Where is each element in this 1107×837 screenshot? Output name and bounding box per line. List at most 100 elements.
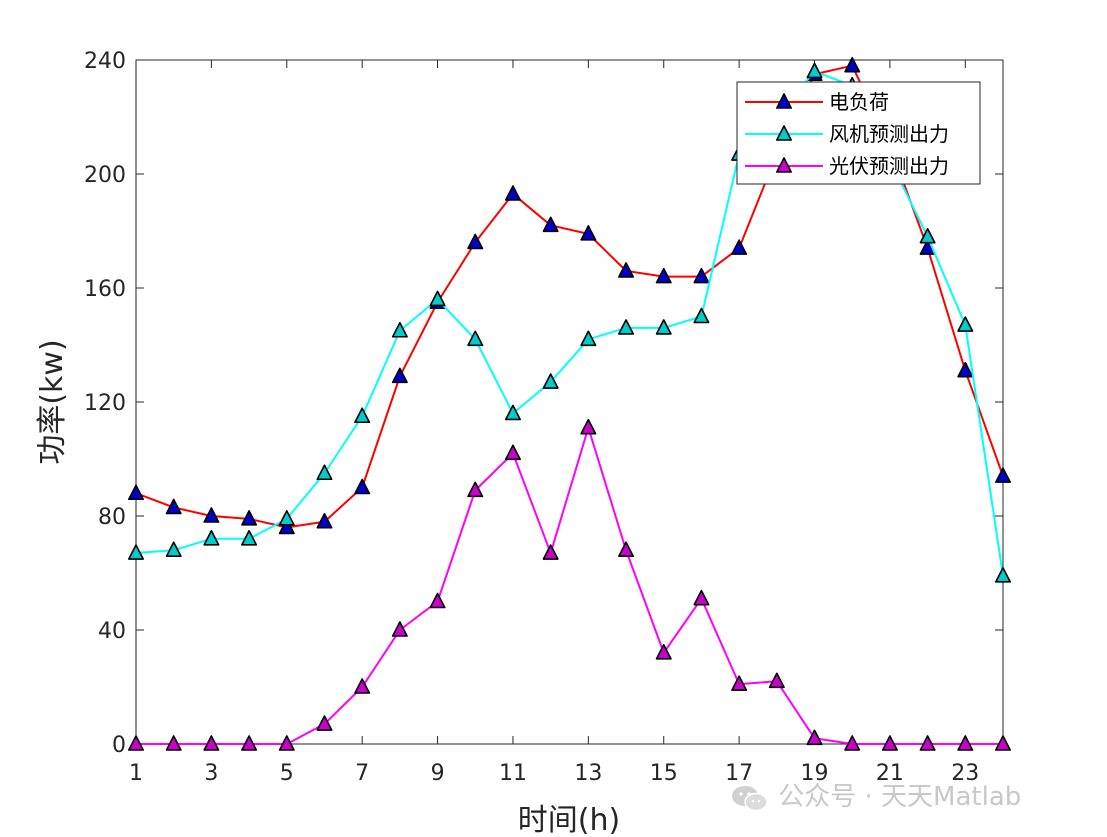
x-tick-label: 5 <box>280 761 294 786</box>
series-layer <box>128 56 1012 751</box>
data-point <box>165 498 182 515</box>
data-point <box>467 330 484 347</box>
data-point <box>128 735 144 751</box>
data-point <box>316 512 333 529</box>
data-point <box>391 367 408 384</box>
data-point <box>693 267 710 284</box>
y-tick-label: 0 <box>112 733 126 758</box>
data-point <box>203 735 220 751</box>
data-point <box>429 592 446 609</box>
data-point <box>165 541 182 558</box>
data-point <box>203 529 220 546</box>
data-point <box>429 290 446 307</box>
data-point <box>316 715 333 731</box>
data-point <box>655 643 672 660</box>
legend-label: 电负荷 <box>829 90 889 114</box>
data-point <box>618 262 635 278</box>
data-point <box>655 267 672 284</box>
series-line <box>136 426 1003 745</box>
data-point <box>391 321 408 338</box>
x-tick-label: 11 <box>499 761 527 786</box>
watermark: 公众号 · 天天Matlab <box>730 776 1021 813</box>
data-point <box>731 675 748 691</box>
x-tick-label: 23 <box>951 761 979 786</box>
data-point <box>957 735 974 751</box>
data-point <box>618 541 635 558</box>
series-1 <box>128 56 1012 535</box>
data-point <box>994 567 1012 583</box>
legend-label: 光伏预测出力 <box>829 154 949 178</box>
data-point <box>278 735 295 751</box>
data-point <box>316 464 333 481</box>
data-point <box>165 735 182 751</box>
data-point <box>203 507 220 523</box>
data-point <box>542 216 559 233</box>
data-point <box>504 185 521 201</box>
data-point <box>957 316 974 332</box>
data-point <box>957 361 974 378</box>
data-point <box>128 484 144 501</box>
data-point <box>504 444 521 461</box>
x-tick-label: 15 <box>650 761 678 786</box>
data-point <box>994 735 1012 751</box>
y-tick-label: 200 <box>84 163 126 188</box>
x-axis-title: 时间(h) <box>518 803 620 837</box>
data-point <box>391 621 408 637</box>
data-point <box>693 589 710 606</box>
data-point <box>504 404 521 421</box>
data-point <box>768 672 785 689</box>
data-point <box>241 735 258 751</box>
data-point <box>241 529 258 546</box>
x-tick-label: 21 <box>876 761 904 786</box>
y-tick-label: 120 <box>84 391 126 416</box>
series-3 <box>128 418 1012 751</box>
x-tick-label: 13 <box>574 761 602 786</box>
data-point <box>655 319 672 335</box>
data-point <box>542 544 559 560</box>
data-point <box>278 518 295 535</box>
data-point <box>806 729 823 746</box>
data-point <box>580 330 597 347</box>
watermark-text: 公众号 · 天天Matlab <box>778 782 1022 812</box>
data-point <box>467 233 484 250</box>
y-tick-label: 160 <box>84 277 126 302</box>
x-tick-label: 9 <box>431 761 445 786</box>
data-point <box>580 418 597 435</box>
legend-marker <box>775 125 793 141</box>
data-point <box>881 735 898 751</box>
data-point <box>128 544 144 560</box>
legend-label: 风机预测出力 <box>829 122 949 146</box>
data-point <box>542 373 559 389</box>
x-tick-label: 17 <box>725 761 753 786</box>
data-point <box>994 467 1012 483</box>
data-point <box>693 307 710 324</box>
legend-marker <box>775 157 793 173</box>
data-point <box>919 735 936 751</box>
legend-marker <box>775 93 793 109</box>
data-point <box>919 227 936 244</box>
y-tick-label: 240 <box>84 49 126 74</box>
data-point <box>731 239 748 255</box>
data-point <box>844 735 861 751</box>
y-axis-title: 功率(kw) <box>35 339 70 464</box>
data-point <box>618 319 635 335</box>
data-point <box>354 407 371 424</box>
y-tick-label: 40 <box>98 619 126 644</box>
y-tick-label: 80 <box>98 505 126 530</box>
data-point <box>354 678 371 694</box>
x-tick-label: 3 <box>204 761 218 786</box>
x-tick-label: 7 <box>355 761 369 786</box>
wechat-icon <box>732 785 768 811</box>
data-point <box>278 510 295 526</box>
series-line <box>135 64 1004 529</box>
data-point <box>844 56 861 73</box>
data-point <box>806 62 823 79</box>
data-point <box>354 478 371 495</box>
x-tick-label: 19 <box>801 761 829 786</box>
data-point <box>467 481 484 498</box>
x-tick-label: 1 <box>129 761 143 786</box>
data-point <box>580 225 597 241</box>
